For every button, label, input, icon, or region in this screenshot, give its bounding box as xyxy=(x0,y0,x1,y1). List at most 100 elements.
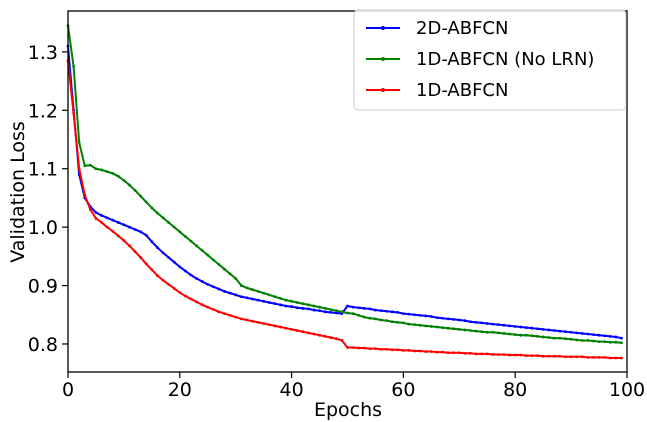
data-point xyxy=(156,274,159,278)
x-tick-label: 40 xyxy=(280,379,304,401)
data-point xyxy=(256,320,260,324)
data-point xyxy=(178,265,182,269)
data-point xyxy=(195,277,198,280)
data-point xyxy=(273,302,277,306)
data-point xyxy=(94,167,98,171)
data-point xyxy=(267,323,271,327)
data-point xyxy=(608,356,612,360)
data-point xyxy=(413,349,416,353)
data-point xyxy=(340,310,344,314)
data-point xyxy=(379,347,383,351)
data-point xyxy=(541,327,545,331)
data-point xyxy=(295,301,299,304)
data-point xyxy=(306,307,310,311)
data-point xyxy=(183,269,187,273)
data-point xyxy=(614,356,618,360)
data-point xyxy=(128,244,131,248)
data-point xyxy=(441,326,444,330)
x-axis-label: Epochs xyxy=(314,399,382,421)
data-point xyxy=(558,354,562,358)
data-point xyxy=(362,346,366,350)
data-point xyxy=(608,334,612,338)
data-point xyxy=(239,295,243,299)
data-point xyxy=(279,325,282,329)
data-point xyxy=(284,326,288,330)
data-point xyxy=(429,315,433,318)
data-point xyxy=(150,268,154,272)
data-point xyxy=(586,332,590,336)
data-point xyxy=(407,312,411,316)
data-point xyxy=(273,324,277,328)
data-point xyxy=(245,296,249,300)
legend-label: 1D-ABFCN (No LRN) xyxy=(416,49,594,70)
data-point xyxy=(569,337,573,341)
data-point xyxy=(206,253,210,257)
data-point xyxy=(592,339,595,343)
data-point xyxy=(485,322,489,325)
series-layer xyxy=(66,24,623,360)
data-point xyxy=(452,318,456,321)
legend-marker xyxy=(381,88,385,92)
data-point xyxy=(301,330,305,334)
data-point xyxy=(413,323,416,327)
data-point xyxy=(385,319,389,322)
data-point xyxy=(485,352,489,356)
data-point xyxy=(217,263,221,266)
data-point xyxy=(318,333,321,337)
data-point xyxy=(541,335,545,339)
data-point xyxy=(357,306,361,310)
data-point xyxy=(502,323,506,327)
data-point xyxy=(239,317,243,321)
data-point xyxy=(223,267,226,271)
data-point xyxy=(329,308,333,311)
data-point xyxy=(301,302,305,306)
data-point xyxy=(620,336,623,340)
data-point xyxy=(357,346,361,350)
data-point xyxy=(620,341,623,345)
data-point xyxy=(312,332,316,336)
data-point xyxy=(200,249,204,252)
data-point xyxy=(228,272,232,276)
series-1 xyxy=(66,44,623,340)
data-point xyxy=(424,314,428,318)
data-point xyxy=(374,347,377,351)
data-point xyxy=(206,282,210,286)
series-line xyxy=(67,45,622,340)
data-point xyxy=(457,351,461,355)
series-3 xyxy=(66,59,623,360)
data-point xyxy=(234,293,238,297)
y-tick-label: 1.1 xyxy=(28,159,58,181)
data-point xyxy=(239,284,243,287)
data-point xyxy=(251,288,254,292)
data-point xyxy=(558,336,562,340)
data-point xyxy=(128,225,131,229)
x-tick-label: 20 xyxy=(168,379,192,401)
data-point xyxy=(385,347,389,351)
data-point xyxy=(519,325,523,329)
data-point xyxy=(497,331,500,335)
data-point xyxy=(524,326,528,330)
data-point xyxy=(418,323,422,327)
data-point xyxy=(267,301,271,304)
data-point xyxy=(597,356,601,359)
data-point xyxy=(390,320,394,324)
legend-frame xyxy=(353,9,627,111)
data-point xyxy=(396,311,400,314)
data-point xyxy=(83,193,87,197)
data-point xyxy=(374,317,377,321)
data-point xyxy=(312,308,316,312)
data-point xyxy=(513,325,517,328)
data-point xyxy=(273,295,277,299)
data-point xyxy=(413,313,416,317)
data-point xyxy=(279,297,282,300)
data-point xyxy=(189,239,193,243)
data-point xyxy=(290,327,293,331)
data-point xyxy=(111,171,115,175)
data-point xyxy=(396,348,400,352)
data-point xyxy=(234,315,238,319)
data-point xyxy=(223,289,226,293)
data-point xyxy=(139,256,143,259)
data-point xyxy=(200,303,204,307)
data-point xyxy=(435,316,439,320)
data-point xyxy=(133,250,137,254)
